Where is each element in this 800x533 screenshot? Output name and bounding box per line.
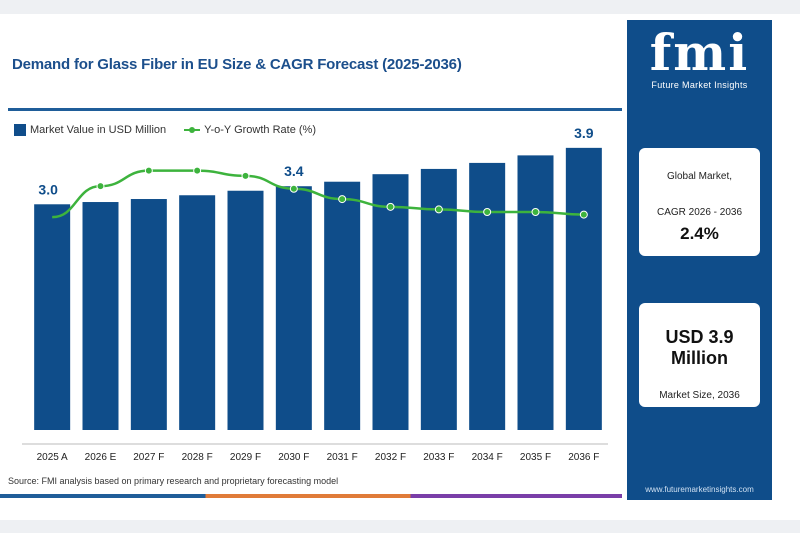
chart-panel: Demand for Glass Fiber in EU Size & CAGR… (0, 14, 622, 520)
growth-point-9 (483, 208, 492, 216)
legend-label-bar: Market Value in USD Million (30, 124, 167, 136)
market-size-card: USD 3.9 Million Market Size, 2036 (639, 303, 760, 407)
bar-7 (372, 174, 409, 430)
bottom-accent-bar (0, 494, 622, 498)
fmi-logo: fmi Future Market Insights (627, 24, 772, 104)
bar-swatch-icon (14, 124, 26, 136)
x-tick-label-11: 2036 F (568, 452, 599, 463)
growth-point-8 (434, 205, 443, 214)
bar-line-chart: 2025 A 3.0 2026 E 2027 F 2028 F 2029 F 2030 F 3… (22, 125, 608, 463)
source-note: Source: FMI analysis based on primary re… (8, 476, 339, 486)
data-label-5: 3.4 (284, 163, 304, 179)
x-tick-label-6: 2031 F (327, 452, 358, 463)
growth-point-4 (241, 171, 250, 180)
bar-3 (179, 195, 216, 430)
page-title: Demand for Glass Fiber in EU Size & CAGR… (12, 56, 462, 73)
x-tick-label-3: 2028 F (182, 452, 213, 463)
infographic: Demand for Glass Fiber in EU Size & CAGR… (0, 14, 800, 520)
bar-2 (130, 199, 167, 430)
x-tick-label-4: 2029 F (230, 452, 261, 463)
cagr-value: 2.4% (680, 224, 719, 243)
legend-item-bar: Market Value in USD Million (14, 124, 166, 136)
growth-point-10 (531, 208, 540, 216)
x-tick-label-2: 2027 F (133, 452, 164, 463)
x-tick-label-10: 2035 F (520, 452, 551, 463)
bar-4 (227, 190, 264, 430)
cagr-card: Global Market, CAGR 2026 - 2036 2.4% (639, 148, 760, 256)
growth-point-11 (579, 210, 588, 219)
data-label-0: 3.0 (38, 181, 58, 197)
x-tick-label-5: 2030 F (278, 452, 309, 463)
line-swatch-icon (184, 125, 201, 135)
title-divider (8, 108, 622, 111)
x-tick-label-1: 2026 E (85, 452, 117, 463)
bar-10 (517, 155, 554, 430)
bar-1 (82, 202, 119, 430)
market-size-value: USD 3.9 Million (665, 327, 734, 368)
chart-legend: Market Value in USD Million Y-o-Y Growth… (14, 120, 334, 140)
growth-point-7 (386, 202, 395, 211)
bar-0 (34, 204, 71, 430)
legend-item-line: Y-o-Y Growth Rate (%) (184, 124, 316, 136)
logo-subtitle: Future Market Insights (651, 80, 748, 90)
market-size-label: Market Size, 2036 (659, 390, 740, 401)
bar-11 (565, 147, 602, 430)
summary-panel: fmi Future Market Insights Global Market… (627, 20, 772, 500)
x-tick-label-0: 2025 A (37, 452, 68, 463)
logo-mark: fmi (649, 23, 750, 82)
legend-label-line: Y-o-Y Growth Rate (%) (204, 124, 316, 136)
growth-rate-line (52, 169, 584, 219)
x-tick-label-9: 2034 F (472, 452, 503, 463)
growth-point-2 (144, 166, 153, 175)
x-tick-label-8: 2033 F (423, 452, 454, 463)
cagr-label-line2: CAGR 2026 - 2036 (656, 207, 743, 218)
x-tick-label-7: 2032 F (375, 452, 406, 463)
bar-6 (324, 181, 361, 430)
growth-point-5 (289, 184, 298, 193)
bar-5 (275, 186, 312, 430)
growth-point-3 (193, 166, 202, 175)
cagr-label-line1: Global Market, (666, 171, 733, 182)
growth-point-1 (96, 182, 105, 191)
data-label-11: 3.9 (574, 125, 594, 141)
website-link[interactable]: www.futuremarketinsights.com (645, 485, 754, 494)
growth-point-6 (338, 195, 347, 204)
bar-9 (469, 162, 506, 430)
